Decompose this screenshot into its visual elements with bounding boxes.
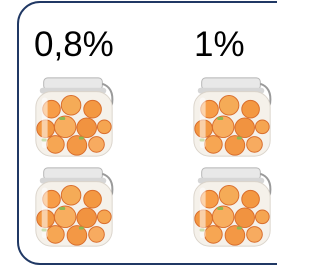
page: 0,8% 1% (() => { const data = JSON.parse… (0, 0, 277, 268)
jar-image (36, 168, 113, 246)
label: 0,8% (34, 25, 114, 64)
label: 1% (194, 25, 245, 64)
jar-image (194, 78, 271, 156)
jar-image (36, 78, 113, 156)
jar-image (194, 168, 271, 246)
panel: 0,8% 1% (0, 0, 277, 268)
